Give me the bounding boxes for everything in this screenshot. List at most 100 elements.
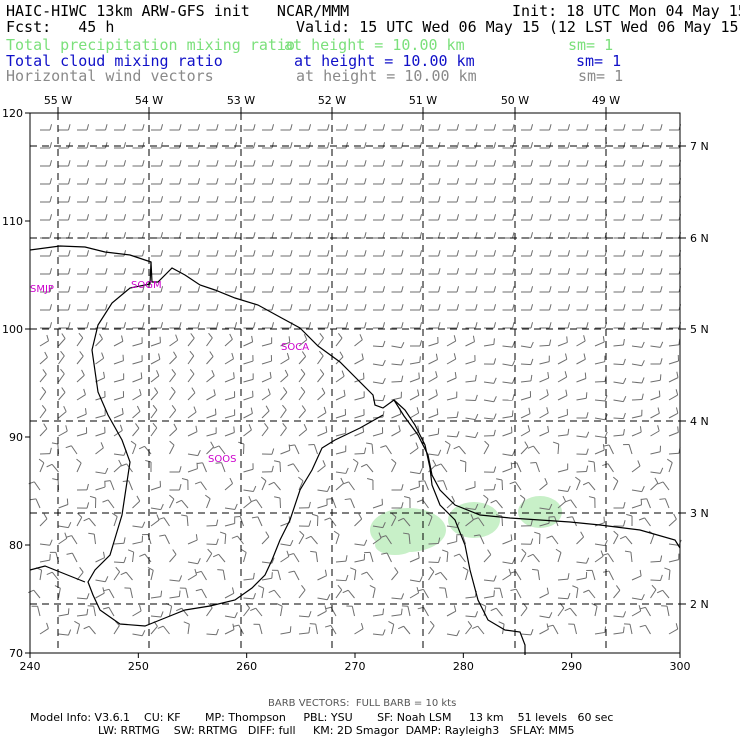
- wind-barb: [650, 358, 663, 365]
- wind-barb: [138, 445, 152, 455]
- wind-barb: [409, 467, 423, 475]
- wind-barb: [632, 232, 645, 239]
- wind-barb: [428, 459, 437, 473]
- wind-barb: [669, 160, 682, 167]
- wind-barb: [224, 426, 235, 437]
- wind-barb: [206, 304, 219, 311]
- wind-barb: [299, 268, 312, 275]
- wind-barb: [557, 408, 569, 419]
- wind-barb: [132, 160, 145, 167]
- wind-barb: [225, 142, 238, 149]
- wind-barb: [613, 585, 621, 599]
- wind-barb: [150, 370, 160, 383]
- wind-barb: [483, 358, 497, 365]
- wind-barb: [650, 232, 663, 239]
- lon-label: 52 W: [318, 94, 346, 107]
- wind-barb: [502, 322, 515, 329]
- wind-barb: [483, 429, 496, 437]
- wind-barb: [251, 516, 263, 527]
- wind-barb: [77, 286, 90, 293]
- wind-barb: [76, 567, 84, 581]
- wind-barb: [366, 442, 374, 455]
- wind-barb: [243, 142, 256, 149]
- wind-barb: [169, 304, 182, 311]
- wind-barb: [484, 178, 497, 185]
- wind-barb: [298, 530, 305, 545]
- wind-barb: [428, 196, 441, 203]
- wind-barb: [576, 286, 589, 293]
- wind-barb: [453, 445, 466, 455]
- wind-barb: [465, 160, 478, 167]
- wind-barb: [299, 214, 312, 221]
- wind-barb: [502, 124, 515, 131]
- wind-barb: [539, 623, 549, 635]
- wind-barb: [40, 322, 53, 329]
- wind-barb: [77, 232, 90, 239]
- wind-barb: [58, 196, 71, 203]
- wind-barb: [409, 587, 420, 599]
- wind-barb: [39, 622, 49, 635]
- wind-barb: [344, 498, 355, 509]
- wind-barb: [483, 396, 497, 403]
- wind-barb: [58, 425, 68, 437]
- wind-barb: [151, 124, 164, 131]
- wind-barb: [557, 389, 568, 401]
- wind-barb: [465, 178, 478, 185]
- wind-barb: [668, 553, 680, 563]
- wind-barb: [410, 142, 423, 149]
- wind-barb: [77, 304, 90, 311]
- wind-barb: [74, 620, 81, 635]
- wind-barb: [354, 214, 367, 221]
- wind-barb: [484, 196, 497, 203]
- wind-barb: [521, 250, 534, 257]
- wind-barb: [76, 483, 89, 491]
- wind-barb: [632, 196, 645, 203]
- wind-barb: [169, 423, 178, 437]
- wind-barb: [231, 535, 244, 545]
- wind-barb: [372, 377, 386, 385]
- wind-barb: [29, 498, 41, 509]
- wind-barb: [224, 587, 235, 599]
- wind-barb: [453, 553, 466, 563]
- wind-barb: [336, 124, 349, 131]
- wind-barb: [354, 447, 367, 455]
- wind-barb: [335, 445, 347, 455]
- wind-barb: [354, 322, 367, 329]
- wind-barb: [410, 304, 423, 311]
- wind-barb: [409, 407, 420, 419]
- wind-barb: [317, 594, 331, 601]
- wind-barb: [391, 214, 404, 221]
- wind-barb: [650, 304, 663, 311]
- wind-barb: [39, 423, 48, 437]
- wind-barb: [95, 214, 108, 221]
- wind-barbs: [28, 124, 682, 637]
- wind-barb: [76, 369, 85, 383]
- wind-barb: [409, 372, 420, 383]
- wind-barb: [623, 443, 633, 455]
- wind-barb: [373, 304, 386, 311]
- wind-barb: [120, 463, 133, 473]
- wind-barb: [224, 477, 234, 491]
- wind-barb: [158, 517, 170, 527]
- wind-barb: [225, 124, 238, 131]
- wind-barb: [583, 589, 596, 599]
- wind-barb: [132, 232, 145, 239]
- wind-barb: [428, 250, 441, 257]
- wind-barb: [95, 268, 108, 275]
- wind-barb: [586, 569, 596, 581]
- wind-barb: [409, 576, 423, 583]
- wind-barb: [169, 386, 176, 401]
- wind-barb: [391, 322, 404, 329]
- wind-barb: [206, 441, 215, 455]
- wind-barb: [539, 286, 552, 293]
- wind-barb: [428, 620, 435, 635]
- wind-barb: [613, 196, 626, 203]
- wind-barb: [40, 250, 53, 257]
- wind-barb: [95, 142, 108, 149]
- wind-barb: [225, 250, 238, 257]
- wind-barb: [484, 322, 497, 329]
- wind-barb: [151, 160, 164, 167]
- wind-barb: [95, 196, 108, 203]
- wind-barb: [484, 232, 497, 239]
- wind-barb: [391, 160, 404, 167]
